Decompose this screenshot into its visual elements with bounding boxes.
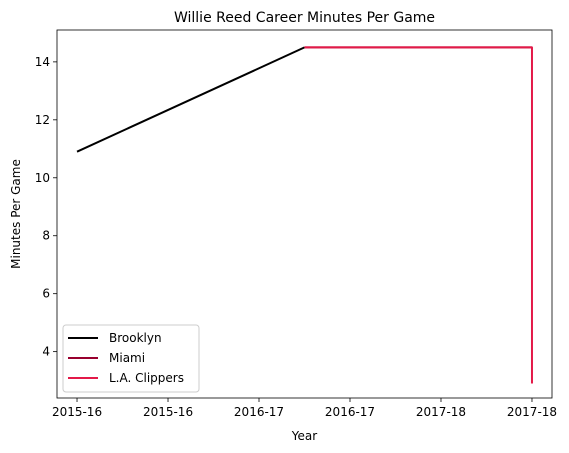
y-tick-label: 12 [35, 113, 50, 127]
plot-lines [76, 46, 533, 384]
chart-title: Willie Reed Career Minutes Per Game [174, 10, 435, 26]
series-line-2 [304, 46, 533, 384]
legend-label-2: L.A. Clippers [109, 371, 184, 385]
x-axis: 2015-16 2015-16 2016-17 2016-17 2017-18 2017-… [52, 398, 557, 419]
y-tick-label: 10 [35, 171, 50, 185]
x-tick-label: 2017-18 [507, 405, 557, 419]
y-tick-label: 4 [42, 345, 50, 359]
series-line-0 [76, 46, 305, 153]
legend-box [62, 324, 200, 393]
legend-label-1: Miami [109, 351, 145, 365]
x-tick-label: 2015-16 [143, 405, 193, 419]
y-axis: 4 6 8 10 12 14 [35, 55, 57, 359]
legend-label-0: Brooklyn [109, 331, 162, 345]
y-tick-label: 8 [42, 229, 50, 243]
x-tick-label: 2017-18 [416, 405, 466, 419]
x-tick-label: 2015-16 [52, 405, 102, 419]
y-tick-label: 14 [35, 55, 50, 69]
x-tick-label: 2016-17 [234, 405, 284, 419]
y-tick-label: 6 [42, 287, 50, 301]
plot-frame [56, 29, 553, 399]
x-axis-title: Year [291, 429, 317, 443]
legend: Brooklyn Miami L.A. Clippers [62, 324, 200, 393]
y-axis-title: Minutes Per Game [9, 159, 23, 269]
x-tick-label: 2016-17 [325, 405, 375, 419]
